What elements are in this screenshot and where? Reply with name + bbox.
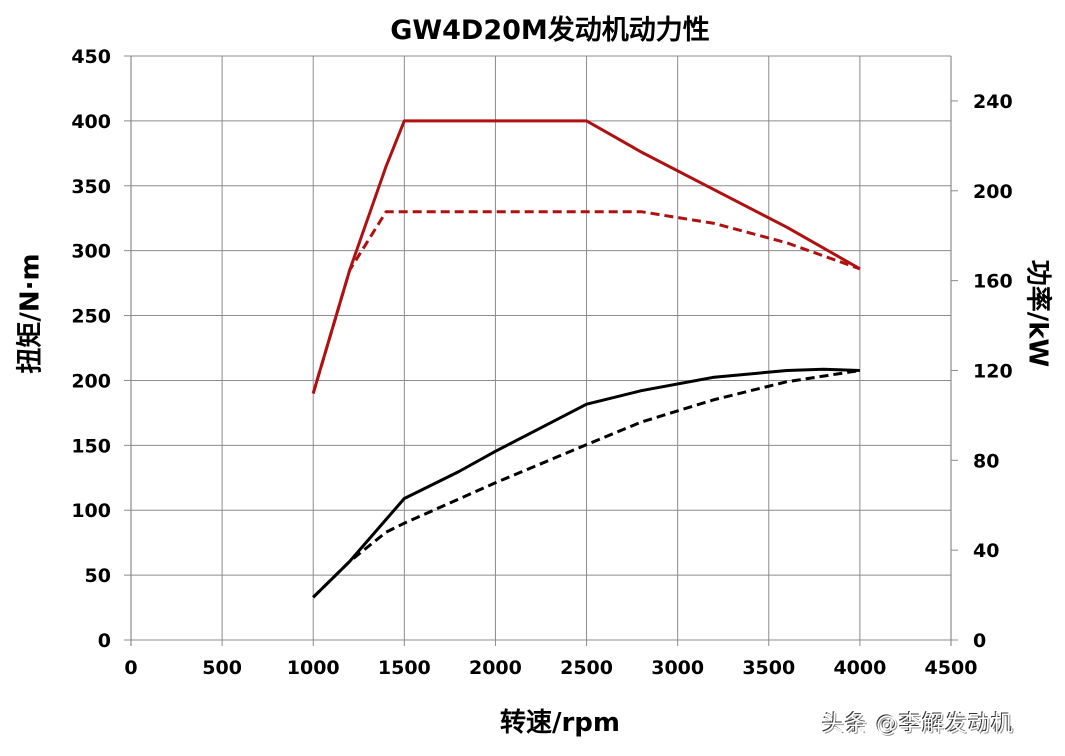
watermark: 头条 @李解发动机 — [822, 712, 1014, 737]
y-left-tick-label: 150 — [71, 435, 111, 457]
y-left-tick-label: 450 — [71, 46, 111, 68]
power-dashed-line — [312, 369, 861, 599]
y-right-tick-label: 160 — [973, 271, 1013, 293]
y-right-tick-label: 120 — [973, 360, 1013, 382]
y-right-tick-label: 40 — [973, 540, 999, 562]
y-right-tick-label: 80 — [973, 450, 999, 472]
y-axis-left-label: 扭矩/N·m — [15, 253, 46, 374]
torque-dashed-line — [311, 210, 861, 394]
x-tick-label: 4000 — [833, 657, 886, 679]
chart-title: GW4D20M发动机动力性 — [390, 15, 710, 46]
y-axis-right-label: 功率/kW — [1022, 259, 1053, 368]
y-left-tick-label: 350 — [71, 176, 111, 198]
x-tick-label: 4500 — [925, 657, 978, 679]
x-tick-label: 3500 — [742, 657, 795, 679]
x-tick-label: 0 — [124, 657, 137, 679]
y-right-tick-label: 200 — [973, 181, 1013, 203]
x-tick-label: 3000 — [651, 657, 704, 679]
axes: 0 500 1000 1500 2000 2500 3000 3500 4000 45000501… — [71, 46, 1012, 679]
torque-solid-line — [311, 119, 861, 394]
power-solid-line — [312, 367, 860, 599]
x-tick-label: 1000 — [287, 657, 340, 679]
x-axis-label: 转速/rpm — [499, 708, 621, 738]
y-left-tick-label: 250 — [71, 306, 111, 328]
y-left-tick-label: 0 — [98, 630, 111, 652]
y-right-tick-label: 0 — [973, 630, 986, 652]
y-left-tick-label: 400 — [71, 111, 111, 133]
y-right-tick-label: 240 — [973, 91, 1013, 113]
y-left-tick-label: 100 — [71, 500, 111, 522]
x-tick-label: 500 — [202, 657, 242, 679]
x-tick-label: 2000 — [469, 657, 522, 679]
data-series — [311, 119, 861, 599]
y-left-tick-label: 300 — [71, 241, 111, 263]
grid-lines — [130, 55, 952, 641]
y-left-tick-label: 50 — [85, 565, 111, 587]
y-left-tick-label: 200 — [71, 370, 111, 392]
x-tick-label: 1500 — [378, 657, 431, 679]
x-tick-label: 2500 — [560, 657, 613, 679]
